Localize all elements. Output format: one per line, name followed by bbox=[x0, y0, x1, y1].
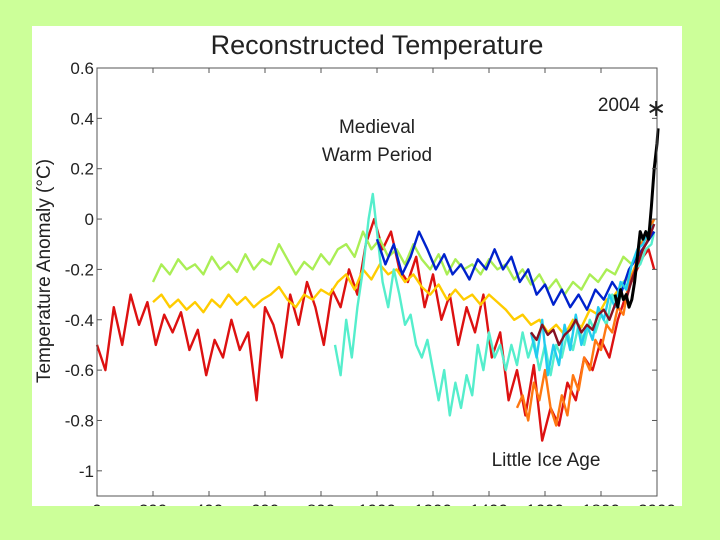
y-tick-label-3: 0 bbox=[85, 210, 94, 229]
chart-panel: Reconstructed Temperature Temperature An… bbox=[32, 26, 682, 506]
temperature-chart: Reconstructed Temperature Temperature An… bbox=[34, 30, 676, 506]
x-tick-label-200: 200 bbox=[139, 501, 167, 506]
chart-title: Reconstructed Temperature bbox=[211, 30, 544, 60]
tick-layer: 0 200 400 600 800 1000 1200 1400 1600 1800 2000 0.6… bbox=[65, 59, 676, 506]
y-tick-label-1: 0.4 bbox=[70, 109, 94, 128]
series-line-5 bbox=[515, 218, 656, 427]
series-line-2 bbox=[152, 230, 656, 337]
x-tick-label-2000: 2000 bbox=[638, 501, 676, 506]
x-tick-label-800: 800 bbox=[307, 501, 335, 506]
year-2004-annotation: 2004 bbox=[598, 95, 641, 116]
medieval-annotation-line2: Warm Period bbox=[322, 145, 432, 166]
x-tick-label-600: 600 bbox=[251, 501, 279, 506]
y-tick-label-4: -0.2 bbox=[65, 260, 94, 279]
little-ice-age-annotation: Little Ice Age bbox=[492, 450, 601, 471]
series-line-8 bbox=[613, 128, 660, 309]
x-tick-label-400: 400 bbox=[195, 501, 223, 506]
x-tick-label-1200: 1200 bbox=[414, 501, 452, 506]
x-tick-label-1600: 1600 bbox=[526, 501, 564, 506]
x-tick-label-1000: 1000 bbox=[358, 501, 396, 506]
y-axis-label: Temperature Anomaly (°C) bbox=[34, 159, 55, 383]
x-tick-label-0: 0 bbox=[92, 501, 101, 506]
series-layer bbox=[95, 128, 660, 442]
star-marker-2004: ∗ bbox=[646, 95, 666, 122]
y-tick-label-8: -1 bbox=[79, 462, 94, 481]
y-tick-label-6: -0.6 bbox=[65, 361, 94, 380]
medieval-annotation-line1: Medieval bbox=[339, 117, 415, 138]
series-line-1 bbox=[151, 218, 656, 296]
x-tick-label-1400: 1400 bbox=[470, 501, 508, 506]
y-tick-label-7: -0.8 bbox=[65, 411, 94, 430]
series-line-4 bbox=[375, 230, 656, 311]
series-line-6 bbox=[529, 223, 656, 377]
y-tick-label-2: 0.2 bbox=[70, 160, 94, 179]
series-line-7 bbox=[530, 223, 656, 347]
y-tick-label-5: -0.4 bbox=[65, 311, 94, 330]
x-tick-label-1800: 1800 bbox=[582, 501, 620, 506]
y-tick-label-0: 0.6 bbox=[70, 59, 94, 78]
